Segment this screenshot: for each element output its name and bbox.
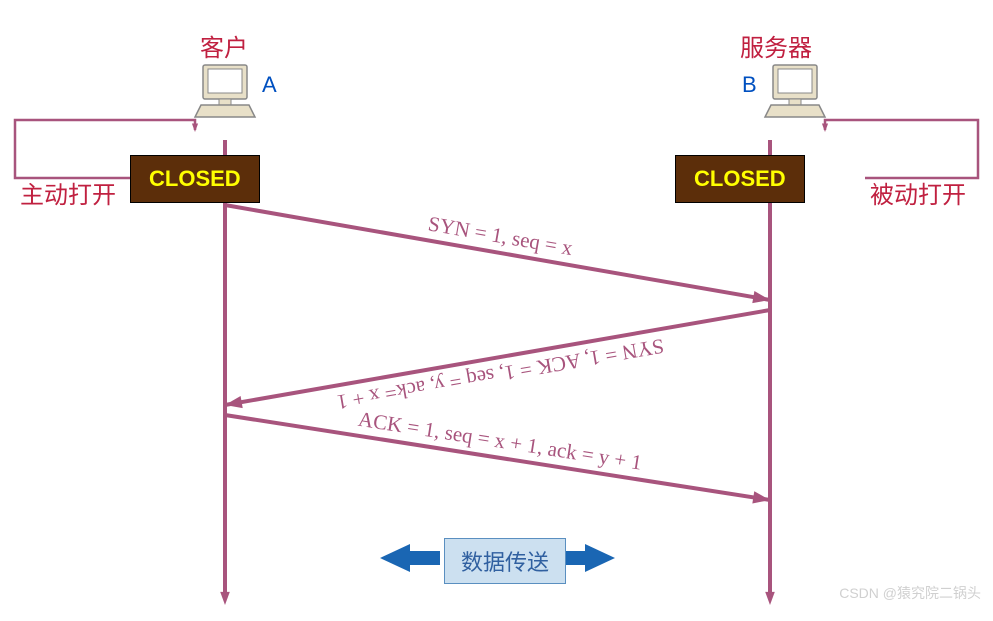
server-letter: B: [742, 72, 757, 98]
server-state-box: CLOSED: [675, 155, 805, 203]
svg-text:SYN = 1, ACK = 1, seq = y, ack: SYN = 1, ACK = 1, seq = y, ack= x + 1: [335, 334, 666, 415]
client-state-box: CLOSED: [130, 155, 260, 203]
client-letter: A: [262, 72, 277, 98]
server-action: 被动打开: [870, 175, 966, 210]
client-title: 客户: [200, 28, 248, 63]
client-action: 主动打开: [20, 175, 116, 210]
data-transfer-box: 数据传送: [444, 538, 566, 584]
diagram-canvas: SYN = 1, seq = xSYN = 1, ACK = 1, seq = …: [0, 0, 993, 621]
server-title: 服务器: [740, 28, 812, 63]
watermark: CSDN @猿究院二锅头: [839, 583, 981, 603]
